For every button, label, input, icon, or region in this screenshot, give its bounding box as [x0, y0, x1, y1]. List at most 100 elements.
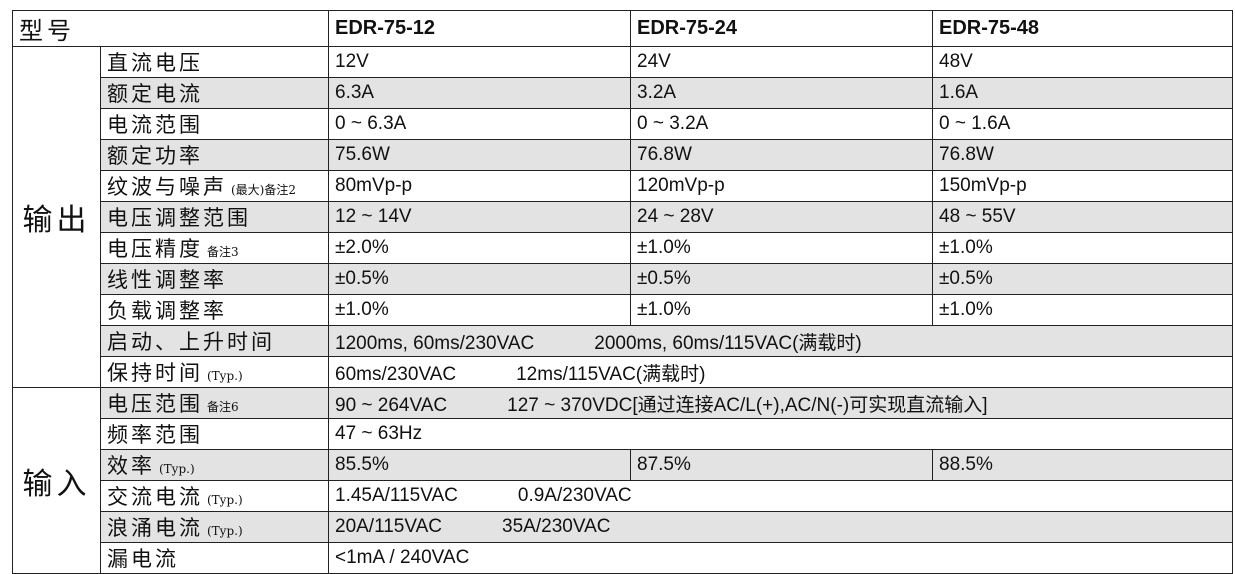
span-cell: 1.45A/115VAC 0.9A/230VAC [328, 480, 1233, 512]
value-cell: 75.6W [328, 139, 631, 171]
page: 型号 EDR-75-12 EDR-75-24 EDR-75-48 输出 直流电压 1… [12, 10, 1233, 574]
value-cell: ±1.0% [932, 232, 1233, 264]
label-text: 浪涌电流 [107, 516, 203, 540]
spec-row: 线性调整率 ±0.5% ±0.5% ±0.5% [13, 263, 1233, 295]
value-cell: ±2.0% [328, 232, 631, 264]
group-label: 输入 [12, 387, 101, 574]
row-label: 纹波与噪声 (最大)备注2 [100, 170, 329, 202]
spec-row: 负载调整率 ±1.0% ±1.0% ±1.0% [13, 294, 1233, 326]
value-cell: 120mVp-p [630, 170, 933, 202]
label-text: 线性调整率 [107, 268, 227, 292]
spec-row: 额定功率 75.6W 76.8W 76.8W [13, 139, 1233, 171]
model: EDR-75-48 [932, 10, 1233, 47]
value-cell: 48 ~ 55V [932, 201, 1233, 233]
span-text: <1mA / 240VAC [335, 547, 470, 568]
label-text: 额定功率 [107, 144, 203, 168]
label-note: (Typ.) [159, 462, 195, 476]
label-text: 交流电流 [107, 485, 203, 509]
label-note: (Typ.) [207, 369, 243, 383]
spec-row: 保持时间 (Typ.) 60ms/230VAC 12ms/115VAC(满载时) [13, 356, 1233, 388]
row-label: 效率 (Typ.) [100, 449, 329, 481]
span-cell: <1mA / 240VAC [328, 542, 1233, 574]
spec-row: 纹波与噪声 (最大)备注2 80mVp-p 120mVp-p 150mVp-p [13, 170, 1233, 202]
spec-row: 额定电流 6.3A 3.2A 1.6A [13, 77, 1233, 109]
spec-row: 交流电流 (Typ.) 1.45A/115VAC 0.9A/230VAC [13, 480, 1233, 512]
label-text: 频率范围 [107, 423, 203, 447]
header-row: 型号 EDR-75-12 EDR-75-24 EDR-75-48 [12, 10, 1233, 47]
label-text: 直流电压 [107, 51, 203, 75]
value-cell: 24V [630, 46, 933, 78]
span-text: 1.45A/115VAC [335, 485, 458, 506]
row-label: 保持时间 (Typ.) [100, 356, 329, 388]
label-text: 电压调整范围 [107, 206, 251, 230]
label-text: 效率 [107, 454, 155, 478]
row-label: 漏电流 [100, 542, 329, 574]
span-text: 127 ~ 370VDC[通过连接AC/L(+),AC/N(-)可实现直流输入] [507, 394, 988, 416]
value-cell: 76.8W [630, 139, 933, 171]
row-label: 频率范围 [100, 418, 329, 450]
row-label: 电流范围 [100, 108, 329, 140]
value-cell: 80mVp-p [328, 170, 631, 202]
span-cell: 60ms/230VAC 12ms/115VAC(满载时) [328, 356, 1233, 388]
label-note: (最大)备注2 [231, 183, 296, 197]
label-note: (Typ.) [207, 493, 243, 507]
value-cell: 12V [328, 46, 631, 78]
row-label: 额定功率 [100, 139, 329, 171]
row-label: 电压调整范围 [100, 201, 329, 233]
label-text: 纹波与噪声 [107, 175, 227, 199]
spec-row: 输入 电压范围 备注6 90 ~ 264VAC 127 ~ 370VDC[通过连接AC/… [12, 387, 1233, 574]
spec-row: 电压调整范围 12 ~ 14V 24 ~ 28V 48 ~ 55V [13, 201, 1233, 233]
value-cell: 76.8W [932, 139, 1233, 171]
span-text: 2000ms, 60ms/115VAC(满载时) [594, 332, 862, 354]
label-text: 额定电流 [107, 82, 203, 106]
span-text: 1200ms, 60ms/230VAC [335, 332, 535, 354]
label-text: 电压精度 [107, 237, 203, 261]
span-cell: 47 ~ 63Hz [328, 418, 1233, 450]
row-label: 启动、上升时间 [100, 325, 329, 357]
span-text: 20A/115VAC [335, 516, 443, 537]
label-text: 保持时间 [107, 361, 203, 385]
span-text: 12ms/115VAC(满载时) [516, 363, 706, 385]
value-cell: 6.3A [328, 77, 631, 109]
value-cell: 88.5% [932, 449, 1233, 481]
model: EDR-75-12 [328, 10, 631, 47]
row-label: 负载调整率 [100, 294, 329, 326]
value-cell: 0 ~ 3.2A [630, 108, 933, 140]
value-cell: 48V [932, 46, 1233, 78]
row-label: 直流电压 [100, 46, 329, 78]
value-cell: ±1.0% [328, 294, 631, 326]
value-cell: 12 ~ 14V [328, 201, 631, 233]
label-text: 电流范围 [107, 113, 203, 137]
model-label: 型号 [12, 10, 329, 47]
spec-row: 电压精度 备注3 ±2.0% ±1.0% ±1.0% [13, 232, 1233, 264]
label-text: 启动、上升时间 [107, 330, 275, 354]
row-label: 电压范围 备注6 [100, 387, 329, 419]
value-cell: 3.2A [630, 77, 933, 109]
label-note: 备注6 [207, 400, 239, 414]
label-note: (Typ.) [207, 524, 243, 538]
span-cell: 90 ~ 264VAC 127 ~ 370VDC[通过连接AC/L(+),AC/N… [328, 387, 1233, 419]
span-text: 35A/230VAC [502, 516, 611, 537]
spec-row: 启动、上升时间 1200ms, 60ms/230VAC 2000ms, 60ms/1… [13, 325, 1233, 357]
spec-row: 输出 直流电压 12V 24V 48V [12, 46, 1233, 388]
spec-row: 漏电流 <1mA / 240VAC [13, 542, 1233, 574]
label-note: 备注3 [207, 245, 239, 259]
label-text: 负载调整率 [107, 299, 227, 323]
row-label: 额定电流 [100, 77, 329, 109]
value-cell: ±0.5% [328, 263, 631, 295]
value-cell: 0 ~ 1.6A [932, 108, 1233, 140]
value-cell: 85.5% [328, 449, 631, 481]
row-label: 线性调整率 [100, 263, 329, 295]
spec-row: 浪涌电流 (Typ.) 20A/115VAC 35A/230VAC [13, 511, 1233, 543]
label-text: 漏电流 [107, 547, 179, 571]
value-cell: 24 ~ 28V [630, 201, 933, 233]
model: EDR-75-24 [630, 10, 933, 47]
row-label: 电压精度 备注3 [100, 232, 329, 264]
value-cell: ±0.5% [630, 263, 933, 295]
row-label: 浪涌电流 (Typ.) [100, 511, 329, 543]
span-text: 0.9A/230VAC [517, 485, 632, 506]
spec-row: 效率 (Typ.) 85.5% 87.5% 88.5% [13, 449, 1233, 481]
table-body: 型号 EDR-75-12 EDR-75-24 EDR-75-48 输出 直流电压 1… [12, 10, 1233, 574]
spec-table: 型号 EDR-75-12 EDR-75-24 EDR-75-48 输出 直流电压 1… [12, 10, 1233, 574]
value-cell: 87.5% [630, 449, 933, 481]
